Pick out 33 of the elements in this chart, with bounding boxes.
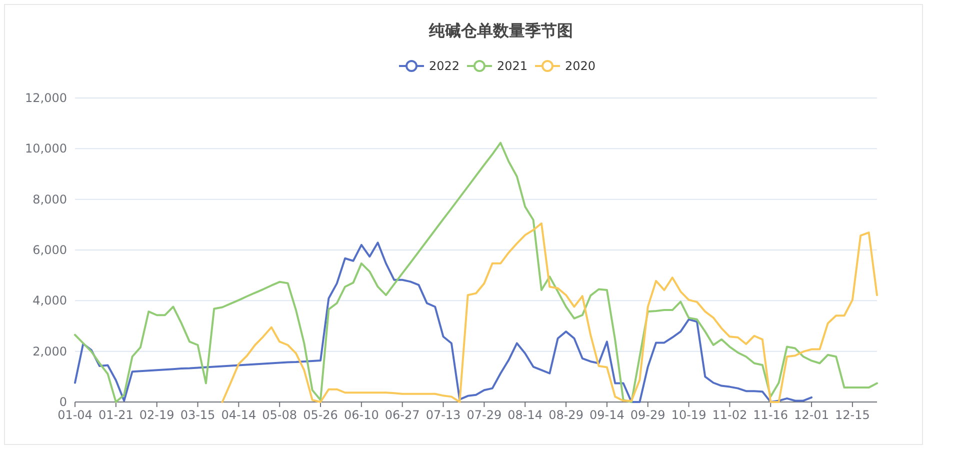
- line-series: [74, 242, 813, 403]
- y-tick-label: 0: [59, 395, 67, 409]
- x-tick-label: 09-14: [590, 408, 624, 422]
- x-tick-label: 11-16: [753, 408, 788, 422]
- x-tick-label: 10-19: [671, 408, 706, 422]
- y-tick-label: 10,000: [25, 142, 67, 156]
- legend-label: 2022: [429, 59, 460, 73]
- y-tick-label: 4,000: [32, 294, 67, 308]
- x-tick-label: 12-01: [794, 408, 829, 422]
- x-tick-label: 05-26: [303, 408, 338, 422]
- y-tick-label: 6,000: [32, 243, 67, 257]
- y-tick-label: 12,000: [25, 91, 67, 105]
- x-tick-label: 06-10: [344, 408, 379, 422]
- x-tick-label: 04-14: [221, 408, 256, 422]
- x-tick-label: 11-02: [712, 408, 748, 422]
- x-tick-label: 07-29: [466, 408, 502, 422]
- line-series: [221, 222, 878, 403]
- x-tick-label: 05-08: [262, 408, 298, 422]
- y-tick-label: 2,000: [32, 344, 67, 358]
- x-tick-label: 02-19: [139, 408, 174, 422]
- x-tick-label: 08-29: [548, 408, 584, 422]
- chart-title: 纯碱仓单数量季节图: [428, 21, 573, 40]
- x-tick-label: 01-04: [58, 408, 92, 422]
- y-tick-label: 8,000: [32, 192, 67, 206]
- legend-label: 2020: [565, 59, 596, 73]
- x-tick-label: 03-15: [180, 408, 216, 422]
- x-tick-label: 09-29: [630, 408, 666, 422]
- x-tick-label: 08-14: [508, 408, 543, 422]
- legend-label: 2021: [497, 59, 528, 73]
- x-tick-label: 07-13: [426, 408, 461, 422]
- x-tick-label: 01-21: [98, 408, 134, 422]
- x-tick-label: 12-15: [835, 408, 870, 422]
- x-tick-label: 06-27: [384, 408, 420, 422]
